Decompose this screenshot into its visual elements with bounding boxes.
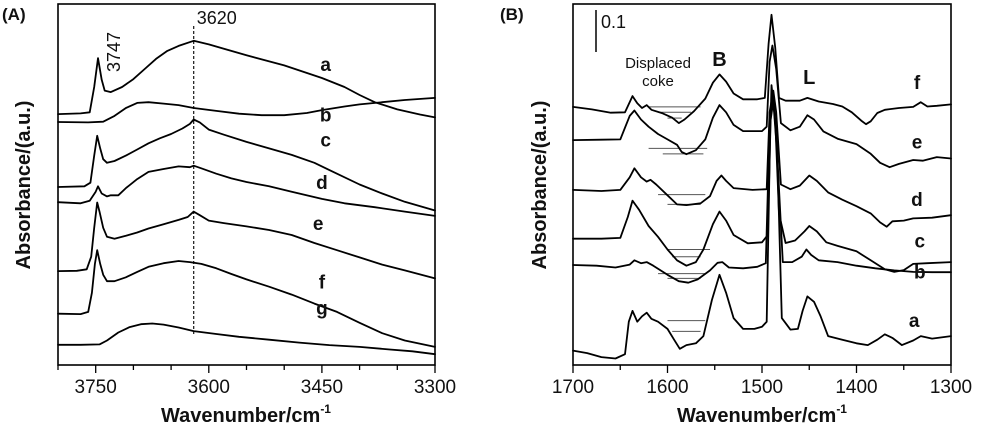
panel-a-xaxis: 3750 3600 3450 3300 bbox=[57, 365, 456, 398]
panel-b: (B) Absorbance/(a.u.) 0.1 Displaced coke… bbox=[500, 3, 972, 427]
x-tick-label: 1400 bbox=[835, 377, 877, 398]
series-label-f: f bbox=[914, 73, 921, 94]
panel-b-xaxis: 1700 1600 1500 1400 1300 bbox=[552, 365, 972, 398]
panel-b-frame bbox=[572, 3, 952, 366]
panel-a: (A) Absorbance/(a.u.) 3750 3600 3450 3300 3… bbox=[2, 3, 456, 427]
panel-a-ylabel: Absorbance/(a.u.) bbox=[13, 101, 35, 270]
series-label-g: g bbox=[316, 298, 328, 319]
x-tick-label: 1300 bbox=[930, 377, 972, 398]
panel-a-frame bbox=[57, 3, 436, 366]
panel-b-xlabel: Wavenumber/cm-1 bbox=[677, 402, 847, 427]
x-tick-label: 1600 bbox=[646, 377, 688, 398]
annotation-coke: coke bbox=[642, 73, 674, 90]
x-tick-label: 3750 bbox=[75, 377, 117, 398]
x-tick-label: 3600 bbox=[188, 377, 230, 398]
series-a-line bbox=[57, 39, 436, 119]
panel-b-series-labels: f e dcb a bbox=[909, 73, 926, 332]
annotation-bronsted-b: B bbox=[712, 49, 726, 71]
annotation-displaced: Displaced bbox=[625, 55, 691, 72]
series-label-f: f bbox=[319, 272, 326, 293]
series-label-e: e bbox=[313, 214, 324, 235]
series-e-line bbox=[57, 201, 436, 280]
series-label-d: d bbox=[316, 173, 328, 194]
panel-a-curves bbox=[57, 39, 436, 356]
panel-a-annotation-3747: 3747 bbox=[104, 32, 124, 72]
series-e-line bbox=[572, 44, 952, 169]
series-label-b: b bbox=[914, 262, 926, 283]
panel-a-label: (A) bbox=[2, 5, 26, 24]
scale-bar-label: 0.1 bbox=[601, 12, 626, 32]
series-b-line bbox=[57, 97, 436, 124]
x-tick-label: 1700 bbox=[552, 377, 594, 398]
series-a-line bbox=[572, 97, 952, 360]
panel-b-ylabel: Absorbance/(a.u.) bbox=[529, 101, 551, 270]
series-d-line bbox=[572, 89, 952, 228]
panel-a-xlabel: Wavenumber/cm-1 bbox=[161, 402, 331, 427]
series-label-c: c bbox=[915, 232, 926, 253]
series-label-a: a bbox=[909, 311, 920, 332]
panel-b-curves bbox=[572, 13, 952, 360]
series-label-a: a bbox=[320, 55, 331, 76]
series-b-line bbox=[572, 100, 952, 284]
series-label-e: e bbox=[912, 132, 923, 153]
series-c-line bbox=[572, 84, 952, 273]
series-label-d: d bbox=[911, 190, 923, 211]
series-label-b: b bbox=[320, 105, 332, 126]
series-g-line bbox=[57, 322, 436, 356]
x-tick-label: 1500 bbox=[741, 377, 783, 398]
series-f-line bbox=[57, 249, 436, 348]
x-tick-label: 3300 bbox=[414, 377, 456, 398]
panel-a-annotation-3620: 3620 bbox=[197, 8, 237, 28]
series-d-line bbox=[57, 164, 436, 217]
panel-b-coke-hatching bbox=[648, 106, 711, 332]
x-tick-label: 3450 bbox=[301, 377, 343, 398]
series-label-c: c bbox=[320, 131, 331, 152]
series-f-line bbox=[572, 13, 952, 126]
annotation-lewis-l: L bbox=[803, 67, 815, 89]
series-c-line bbox=[57, 118, 436, 212]
panel-b-label: (B) bbox=[500, 5, 524, 24]
